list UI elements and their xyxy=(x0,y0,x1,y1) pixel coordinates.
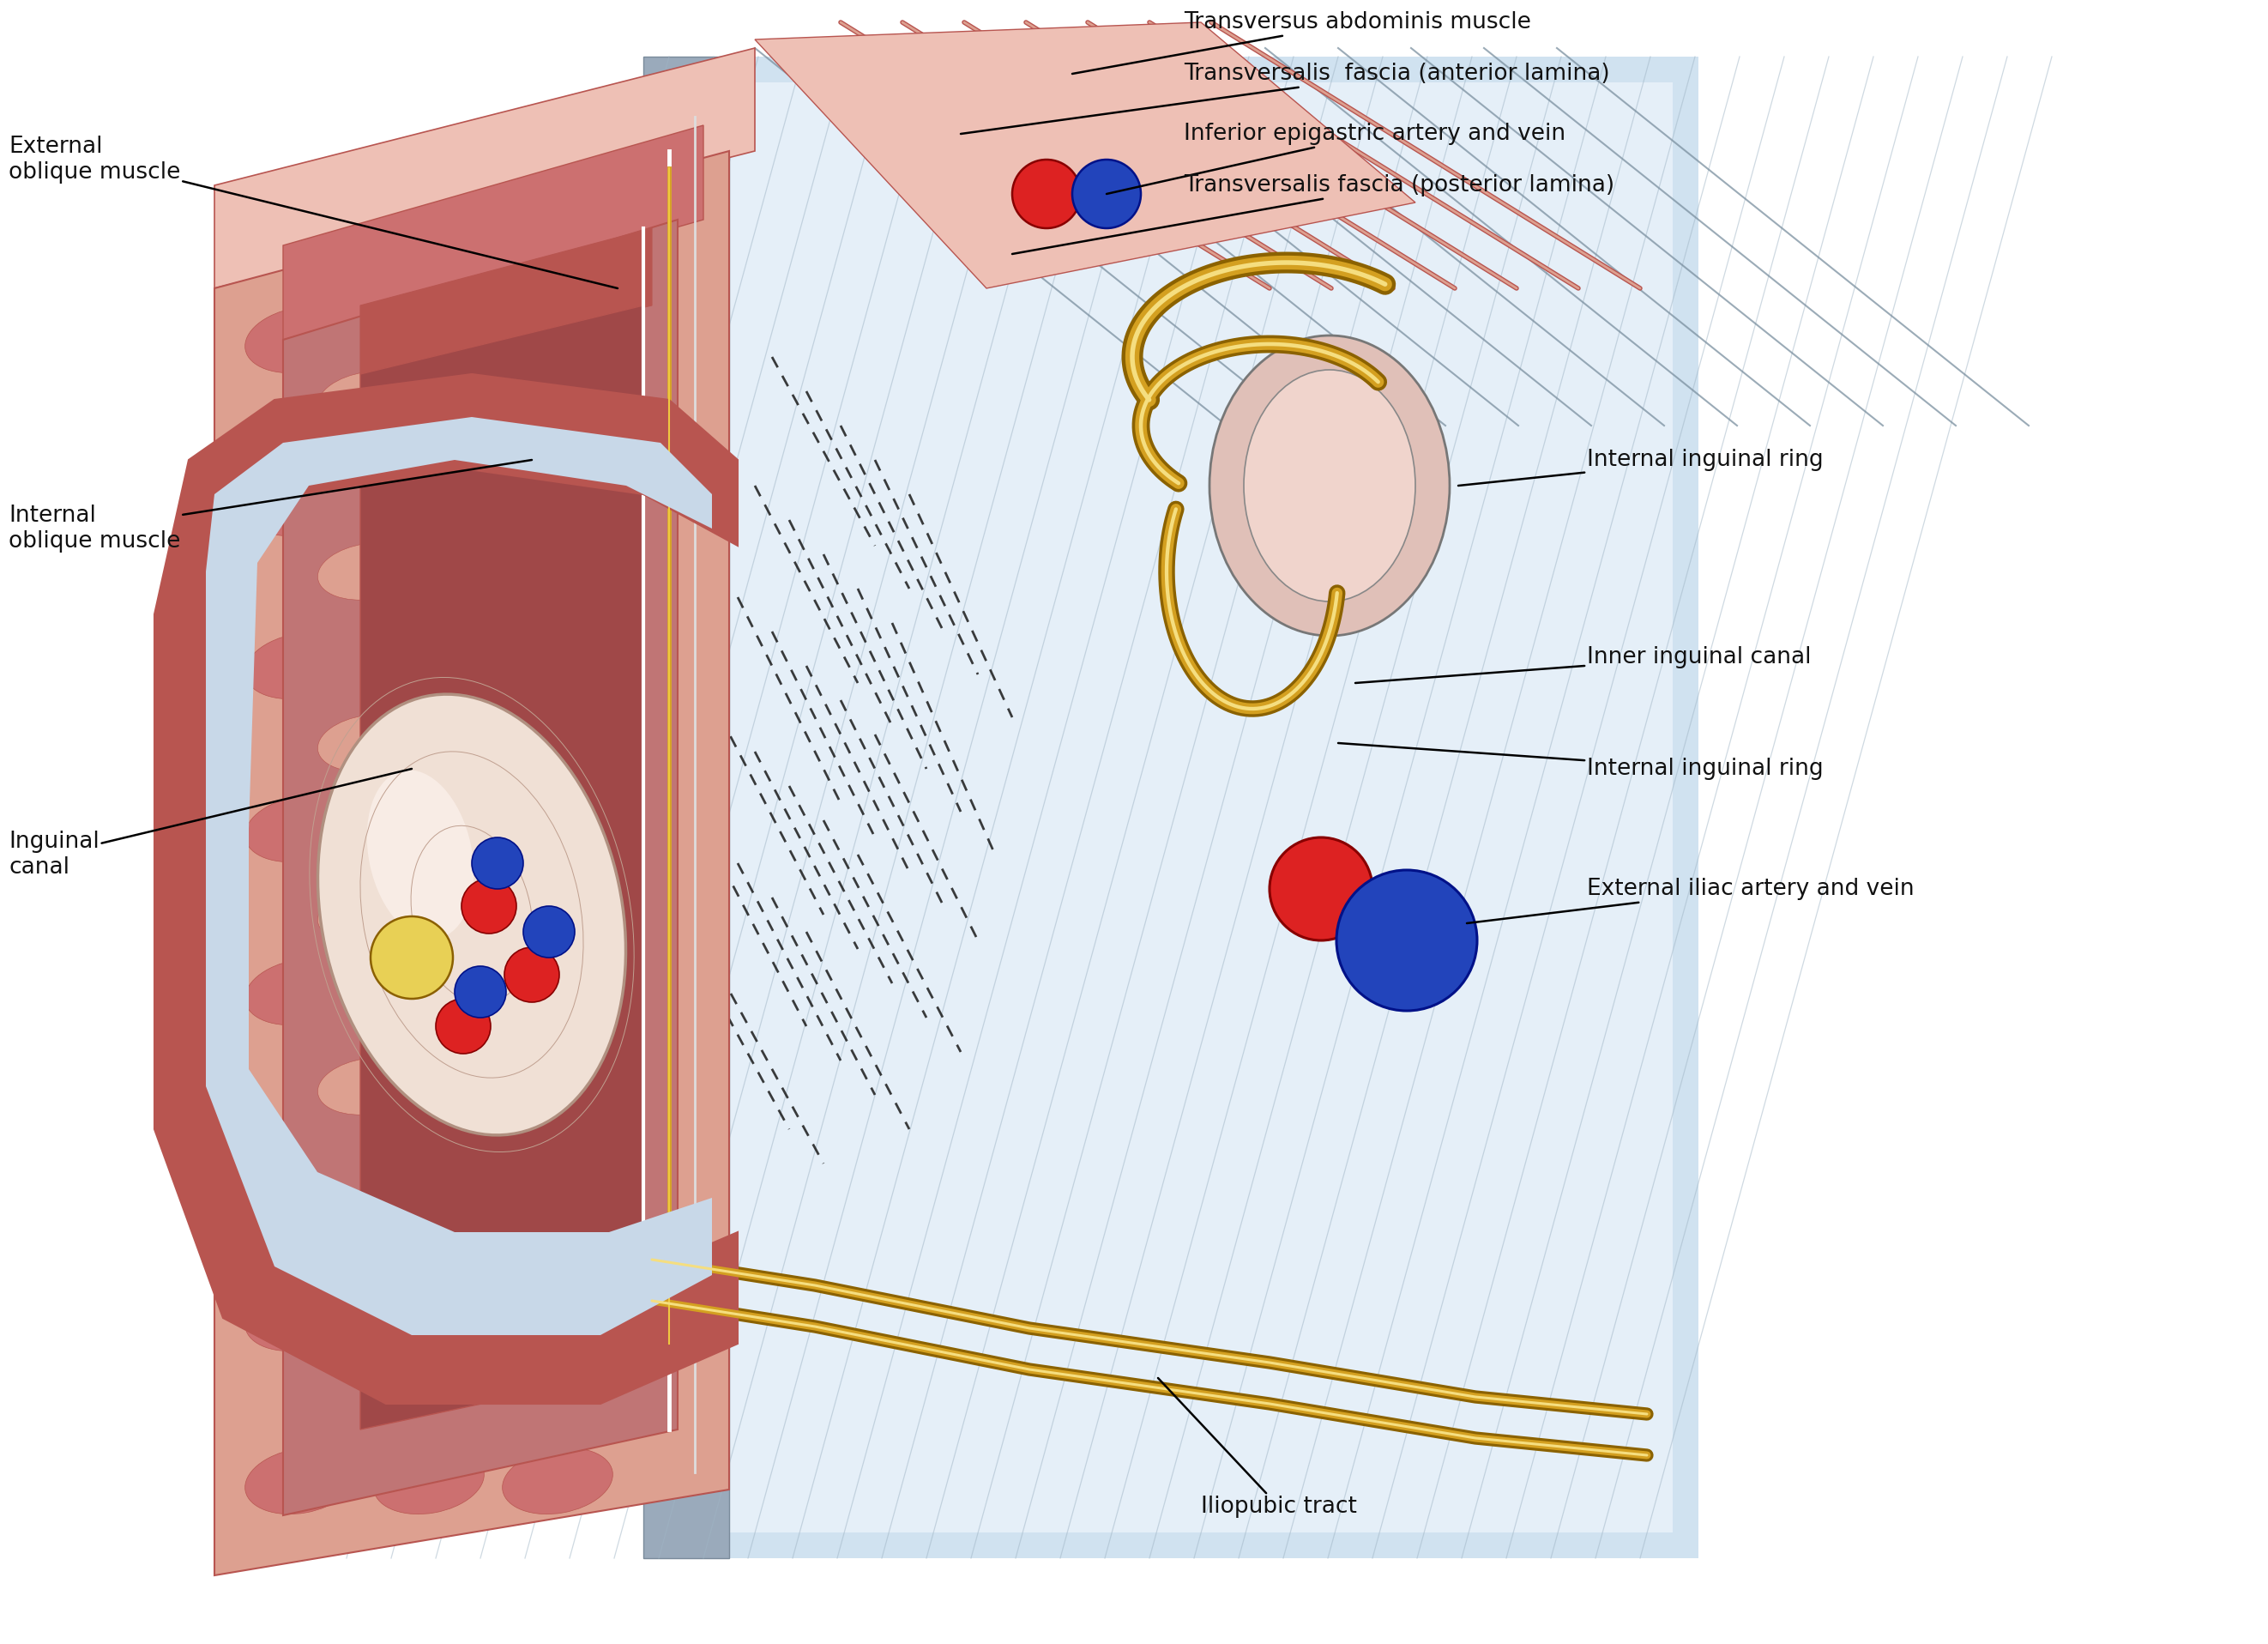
Polygon shape xyxy=(712,82,1674,1532)
Circle shape xyxy=(460,878,517,934)
Text: External iliac artery and vein: External iliac artery and vein xyxy=(1467,878,1914,924)
Ellipse shape xyxy=(374,1121,483,1189)
Ellipse shape xyxy=(318,1057,420,1115)
Text: Transversalis fascia (posterior lamina): Transversalis fascia (posterior lamina) xyxy=(1012,174,1615,253)
Ellipse shape xyxy=(374,1286,483,1351)
Ellipse shape xyxy=(456,1057,558,1115)
Ellipse shape xyxy=(374,796,483,861)
Ellipse shape xyxy=(374,633,483,699)
Polygon shape xyxy=(644,56,1699,1559)
Polygon shape xyxy=(215,48,755,288)
Polygon shape xyxy=(755,23,1415,288)
Ellipse shape xyxy=(318,886,420,944)
Text: Internal inguinal ring: Internal inguinal ring xyxy=(1458,449,1823,485)
Ellipse shape xyxy=(318,715,420,771)
Polygon shape xyxy=(644,56,728,1559)
Polygon shape xyxy=(361,229,651,375)
Ellipse shape xyxy=(503,1448,612,1514)
Ellipse shape xyxy=(245,633,356,699)
Ellipse shape xyxy=(503,1286,612,1351)
Ellipse shape xyxy=(245,958,356,1024)
Ellipse shape xyxy=(503,470,612,536)
Circle shape xyxy=(503,947,560,1003)
Text: Transversalis  fascia (anterior lamina): Transversalis fascia (anterior lamina) xyxy=(962,62,1610,133)
Polygon shape xyxy=(284,125,703,340)
Circle shape xyxy=(472,837,524,889)
Text: Inner inguinal canal: Inner inguinal canal xyxy=(1356,646,1812,682)
Ellipse shape xyxy=(318,694,626,1134)
Ellipse shape xyxy=(1209,335,1449,636)
Ellipse shape xyxy=(245,796,356,861)
Ellipse shape xyxy=(245,307,356,373)
Ellipse shape xyxy=(374,958,483,1024)
Polygon shape xyxy=(361,306,644,1430)
Ellipse shape xyxy=(318,543,420,600)
Text: Internal
oblique muscle: Internal oblique muscle xyxy=(9,460,531,552)
Text: Transversus abdominis muscle: Transversus abdominis muscle xyxy=(1073,12,1531,74)
Ellipse shape xyxy=(456,543,558,600)
Ellipse shape xyxy=(318,1230,420,1286)
Ellipse shape xyxy=(503,307,612,373)
Ellipse shape xyxy=(503,958,612,1024)
Circle shape xyxy=(1012,159,1082,229)
Polygon shape xyxy=(154,375,737,1404)
Ellipse shape xyxy=(245,1121,356,1189)
Ellipse shape xyxy=(503,633,612,699)
Ellipse shape xyxy=(456,715,558,771)
Polygon shape xyxy=(284,220,678,1516)
Ellipse shape xyxy=(456,886,558,944)
Text: External
oblique muscle: External oblique muscle xyxy=(9,135,617,288)
Ellipse shape xyxy=(374,307,483,373)
Ellipse shape xyxy=(245,470,356,536)
Circle shape xyxy=(454,967,506,1018)
Ellipse shape xyxy=(1243,370,1415,602)
Text: Inguinal
canal: Inguinal canal xyxy=(9,769,413,878)
Text: Internal inguinal ring: Internal inguinal ring xyxy=(1338,743,1823,779)
Ellipse shape xyxy=(367,769,474,939)
Ellipse shape xyxy=(456,1230,558,1286)
Ellipse shape xyxy=(374,1448,483,1514)
Ellipse shape xyxy=(318,372,420,429)
Ellipse shape xyxy=(456,372,558,429)
Ellipse shape xyxy=(245,1286,356,1351)
Circle shape xyxy=(435,1000,490,1054)
Ellipse shape xyxy=(374,470,483,536)
Circle shape xyxy=(1336,870,1476,1011)
Circle shape xyxy=(1073,159,1141,229)
Ellipse shape xyxy=(503,796,612,861)
Text: Inferior epigastric artery and vein: Inferior epigastric artery and vein xyxy=(1107,123,1565,194)
Circle shape xyxy=(370,916,454,1000)
Polygon shape xyxy=(206,418,712,1335)
Polygon shape xyxy=(215,151,728,1575)
Text: Iliopubic tract: Iliopubic tract xyxy=(1159,1378,1356,1517)
Ellipse shape xyxy=(503,1121,612,1189)
Circle shape xyxy=(524,906,574,957)
Ellipse shape xyxy=(245,1448,356,1514)
Circle shape xyxy=(1270,837,1372,940)
